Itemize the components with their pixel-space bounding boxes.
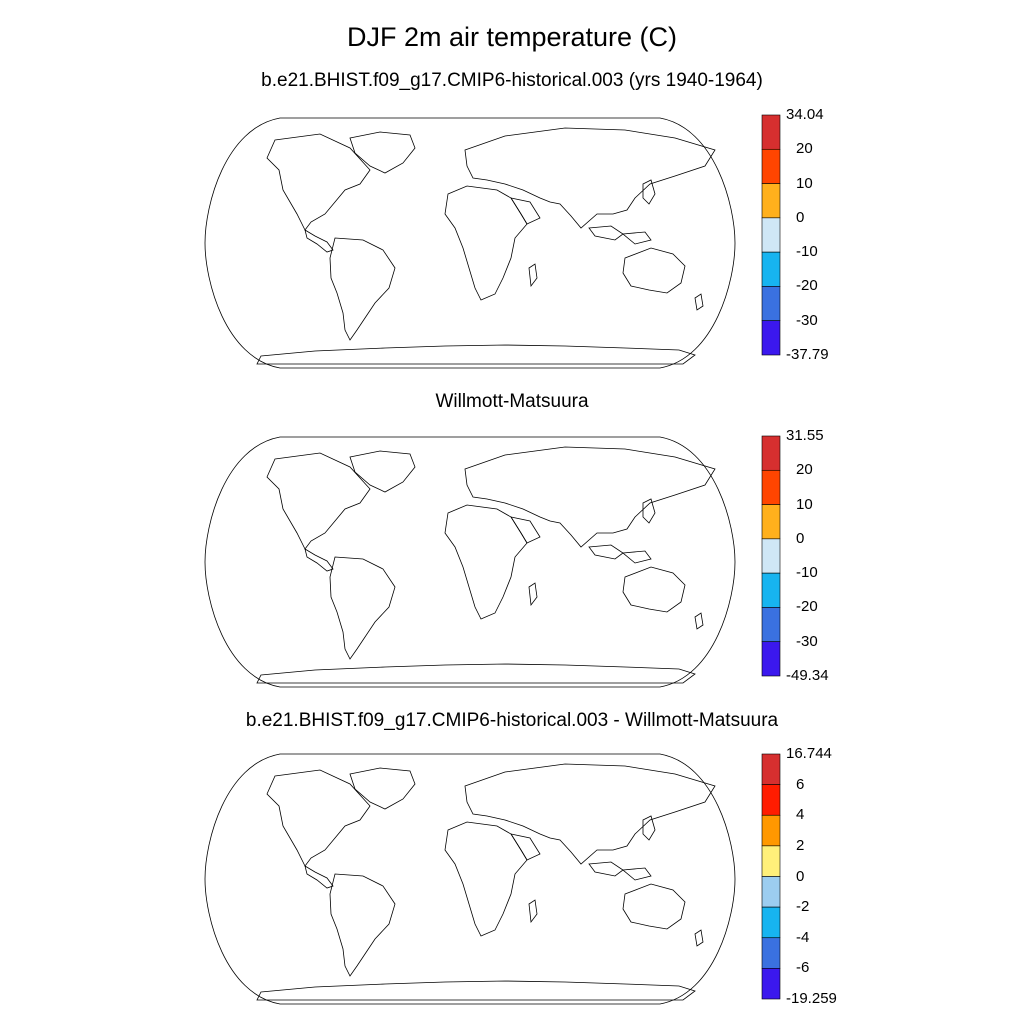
colorbar-tick-label: -10 [796,243,818,261]
colorbar-swatch [761,572,781,608]
colorbar-swatch [761,753,781,785]
figure-title: DJF 2m air temperature (C) [346,22,678,52]
colorbar-swatch [761,968,781,1000]
colorbar-tick-label: -30 [796,632,818,650]
colorbar-swatch [761,906,781,939]
colorbar-tick-label: 6 [796,775,805,793]
colorbar-swatch [761,876,781,908]
colorbar-model [761,114,781,356]
colorbar-swatch [761,114,781,150]
colorbar-obs [761,435,781,677]
colorbar-tick-label: -49.34 [786,667,829,684]
colorbar-tick-label: -10 [796,564,818,582]
colorbar-tick-label: 10 [796,174,813,192]
colorbar-tick-label: 0 [796,867,805,885]
colorbar-tick-label: 2 [796,836,805,854]
colorbar-swatch [761,845,781,877]
observation-map-panel [204,436,736,688]
coastline [256,127,716,365]
colorbar-tick-label: 20 [796,140,813,158]
colorbar-swatch [761,148,781,184]
colorbar-swatch [761,641,781,677]
map-boundary [204,753,736,1005]
colorbar-swatch [761,251,781,287]
colorbar-tick-label: -6 [796,959,810,977]
colorbar-tick-label: 0 [796,529,805,547]
colorbar-tick-label: 34.04 [786,106,824,123]
colorbar-tick-label: 10 [796,495,813,513]
coastline [256,763,716,1001]
coastline [256,446,716,684]
colorbar-tick-label: -2 [796,898,810,916]
colorbar-diff [761,753,781,1000]
colorbar-swatch [761,320,781,356]
colorbar-swatch [761,286,781,322]
colorbar-tick-label: -37.79 [786,346,829,363]
colorbar-swatch [761,538,781,574]
land-temperature-field [257,764,715,1000]
colorbar-tick-label: 16.744 [786,745,832,762]
difference-map-panel [204,753,736,1005]
colorbar-swatch [761,435,781,471]
colorbar-tick-label: 0 [796,208,805,226]
colorbar-tick-label: 4 [796,806,805,824]
colorbar-swatch [761,814,781,847]
observation-panel-subtitle: Willmott-Matsuura [435,391,589,412]
colorbar-tick-label: -4 [796,928,810,946]
colorbar-swatch [761,937,781,969]
land-temperature-field [257,128,715,364]
colorbar-swatch [761,504,781,540]
colorbar-swatch [761,607,781,643]
colorbar-swatch [761,217,781,253]
colorbar-tick-label: -20 [796,277,818,295]
difference-panel-subtitle: b.e21.BHIST.f09_g17.CMIP6-historical.003… [245,710,779,731]
colorbar-tick-label: -30 [796,311,818,329]
map-boundary [204,436,736,688]
model-panel-subtitle: b.e21.BHIST.f09_g17.CMIP6-historical.003… [261,70,763,91]
land-temperature-field [257,447,715,683]
colorbar-tick-label: 31.55 [786,427,824,444]
colorbar-tick-label: 20 [796,461,813,479]
colorbar-swatch [761,183,781,219]
map-boundary [204,117,736,369]
colorbar-swatch [761,784,781,816]
colorbar-swatch [761,469,781,505]
model-map-panel [204,117,736,369]
colorbar-tick-label: -19.259 [786,990,837,1007]
colorbar-tick-label: -20 [796,598,818,616]
